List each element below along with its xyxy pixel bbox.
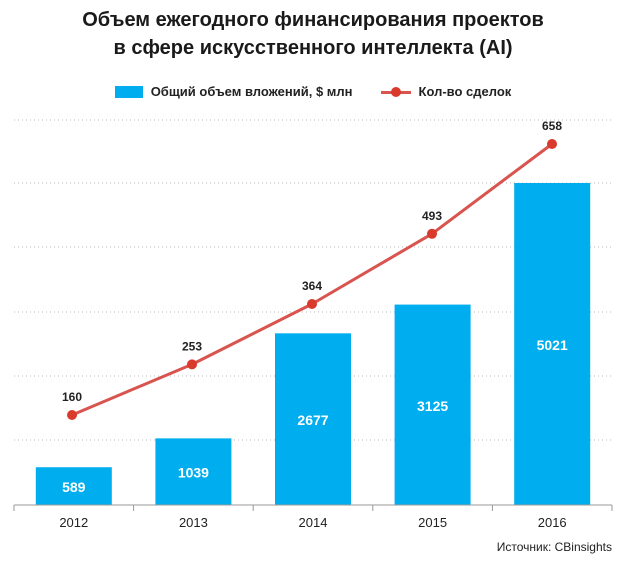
deals-point bbox=[427, 228, 437, 239]
bar-value-label: 2677 bbox=[297, 412, 328, 428]
bar bbox=[394, 304, 471, 505]
x-tick-label: 2014 bbox=[299, 515, 328, 530]
bar-value-label: 3125 bbox=[417, 398, 448, 414]
deals-point bbox=[187, 359, 197, 370]
deals-point bbox=[67, 410, 77, 420]
deals-point bbox=[307, 298, 317, 309]
bar bbox=[35, 467, 112, 505]
bar-value-label: 1039 bbox=[178, 465, 209, 481]
source-note: Источник: CBinsights bbox=[496, 540, 612, 554]
legend: Общий объем вложений, $ млн Кол-во сдело… bbox=[0, 84, 626, 99]
legend-line-swatch bbox=[380, 86, 411, 98]
title-line-2: в сфере искусственного интеллекта (AI) bbox=[113, 37, 513, 59]
x-tick-label: 2013 bbox=[179, 515, 208, 530]
bar bbox=[155, 438, 232, 505]
legend-item-investments: Общий объем вложений, $ млн bbox=[114, 84, 353, 99]
bar-value-label: 589 bbox=[62, 479, 86, 495]
x-tick-label: 2012 bbox=[59, 515, 88, 530]
bar bbox=[514, 183, 591, 505]
x-tick-label: 2016 bbox=[538, 515, 567, 530]
deals-value-label: 160 bbox=[62, 390, 82, 404]
deals-point bbox=[547, 139, 557, 149]
deals-value-label: 253 bbox=[182, 339, 202, 353]
legend-bar-swatch bbox=[114, 85, 143, 98]
deals-value-label: 658 bbox=[542, 119, 562, 133]
bar bbox=[275, 333, 351, 505]
deals-value-label: 364 bbox=[302, 279, 322, 293]
bar-value-label: 5021 bbox=[537, 337, 568, 353]
legend-line-label: Кол-во сделок bbox=[418, 84, 512, 99]
legend-item-deals: Кол-во сделок bbox=[380, 84, 512, 99]
deals-value-label: 493 bbox=[422, 209, 442, 223]
legend-bar-label: Общий объем вложений, $ млн bbox=[150, 84, 353, 99]
title-line-1: Объем ежегодного финансирования проектов bbox=[82, 9, 544, 31]
x-tick-label: 2015 bbox=[418, 515, 447, 530]
chart-title: Объем ежегодного финансирования проектов… bbox=[0, 6, 626, 62]
